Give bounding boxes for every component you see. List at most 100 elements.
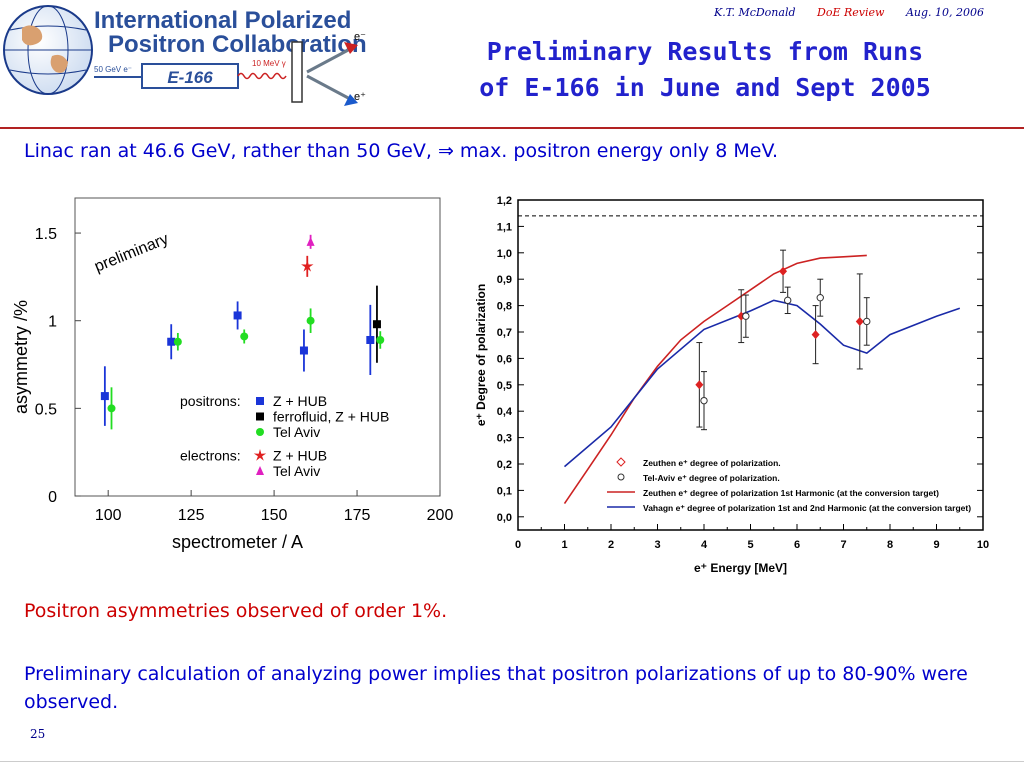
left-y-axis-label: asymmetry /% [11,300,31,414]
right-x-axis-label: e⁺ Energy [MeV] [694,561,787,575]
header-date: Aug. 10, 2006 [905,6,984,19]
legend-entry: Vahagn e⁺ degree of polarization 1st and… [643,503,971,513]
left-ytick-label: 1.5 [35,226,57,243]
right-xtick-label: 10 [977,539,989,551]
logo-electron: e⁻ [354,31,366,43]
left-ytick-label: 0.5 [35,401,57,418]
zeuthen-harmonic-curve [563,254,867,505]
right-ytick-label: 1,2 [497,195,512,207]
data-point [173,337,182,346]
right-xtick-label: 5 [747,539,753,551]
zeuthen-data-point [779,266,788,276]
observation-polarization: Preliminary calculation of analyzing pow… [24,663,968,713]
electron-track [306,46,353,74]
right-xtick-label: 9 [933,539,939,551]
target-plate [291,41,303,103]
preliminary-annotation: preliminary [92,231,171,276]
header-divider [0,127,1024,129]
data-point [100,392,109,401]
zeuthen-data-point [811,330,820,340]
legend-marker [256,397,264,405]
left-xtick-label: 100 [95,507,122,524]
data-point [240,332,249,341]
legend-marker [256,466,264,475]
logo-beam-label: 50 GeV e⁻ [94,65,132,74]
right-xtick-label: 0 [515,539,521,551]
logo-line2: Positron Collaboration [108,31,367,58]
legend-marker [256,428,264,436]
legend-marker [616,457,626,467]
footer-divider [0,761,1024,762]
logo-experiment: E-166 [167,68,213,87]
legend-entry: Zeuthen e⁺ degree of polarization 1st Ha… [643,488,939,498]
right-xtick-label: 4 [701,539,708,551]
left-xtick-label: 150 [261,507,288,524]
telaviv-data-point [784,296,792,305]
right-ytick-label: 0,8 [497,301,512,313]
telaviv-data-point [863,317,871,326]
right-xtick-label: 3 [654,539,660,551]
left-ytick-label: 0 [48,489,57,506]
telaviv-data-point [700,396,708,405]
page-number: 25 [30,727,46,741]
positron-arrow-icon [344,94,358,106]
zeuthen-data-point [855,316,864,326]
legend-marker [617,473,625,481]
right-ytick-label: 0,4 [497,406,513,418]
right-xtick-label: 7 [840,539,846,551]
right-ytick-label: 0,6 [497,353,512,365]
right-ytick-label: 0,2 [497,459,512,471]
right-ytick-label: 0,9 [497,274,512,286]
legend-entry: Tel Aviv [273,463,320,479]
legend-entry: Z + HUB [273,448,327,464]
logo-photon-label: 10 MeV γ [252,59,286,68]
right-ytick-label: 0,3 [497,433,512,445]
legend-entry: Zeuthen e⁺ degree of polarization. [643,458,781,468]
polarization-chart: 0 1 2 3 4 5 6 7 8 9 10 0,0 0,1 0,2 0,3 0,4 0,5 0,6 0,7 0,8 0… [474,195,989,575]
left-xtick-label: 175 [344,507,371,524]
observation-asymmetry: Positron asymmetries observed of order 1… [24,600,448,622]
right-ytick-label: 0,0 [497,512,512,524]
asymmetry-chart: 100 125 150 175 200 0 0.5 1 1.5 spectrometer / A a… [11,197,454,552]
legend-group-label: positrons: [180,393,241,409]
left-plot-frame [74,197,441,497]
header-meta: K.T. McDonald DoE Review Aug. 10, 2006 [696,6,984,19]
right-xtick-label: 6 [794,539,800,551]
header-event: DoE Review [817,6,885,19]
page-title: Preliminary Results from Runs of E-166 i… [420,34,990,106]
legend-entry: ferrofluid, Z + HUB [273,409,389,425]
left-xtick-label: 125 [178,507,205,524]
right-y-axis-label: e⁺ Degree of polarization [474,284,488,426]
left-plot-data [100,234,385,430]
data-point [376,335,385,344]
vahagn-harmonic-curve [563,299,961,468]
ippc-logo: International Polarized Positron Collabo… [3,5,367,106]
right-ytick-label: 0,7 [497,327,512,339]
telaviv-data-point [742,312,750,320]
data-point [107,404,116,413]
right-ytick-label: 0,5 [497,380,512,392]
logo-line1: International Polarized [94,7,351,34]
legend-entry: Tel Aviv [273,424,320,440]
globe-icon [3,5,93,95]
zeuthen-data-point [695,380,704,390]
legend-marker [253,449,267,461]
header-author: K.T. McDonald [714,6,796,19]
left-ytick-label: 1 [48,314,57,331]
right-xtick-label: 8 [887,539,893,551]
legend-entry: Z + HUB [273,393,327,409]
right-xtick-label: 1 [561,539,567,551]
left-xtick-label: 200 [427,507,454,524]
title-line2: of E-166 in June and Sept 2005 [479,73,931,102]
data-point [167,337,176,346]
legend-group-label: electrons: [180,448,241,464]
left-x-axis-label: spectrometer / A [172,532,303,552]
right-ytick-label: 1,1 [497,221,512,233]
data-point [306,236,315,246]
telaviv-data-point [816,293,824,302]
data-point [233,311,242,320]
right-ytick-label: 1,0 [497,248,512,260]
data-point [299,346,308,355]
data-point [306,316,315,325]
data-point [301,259,314,272]
